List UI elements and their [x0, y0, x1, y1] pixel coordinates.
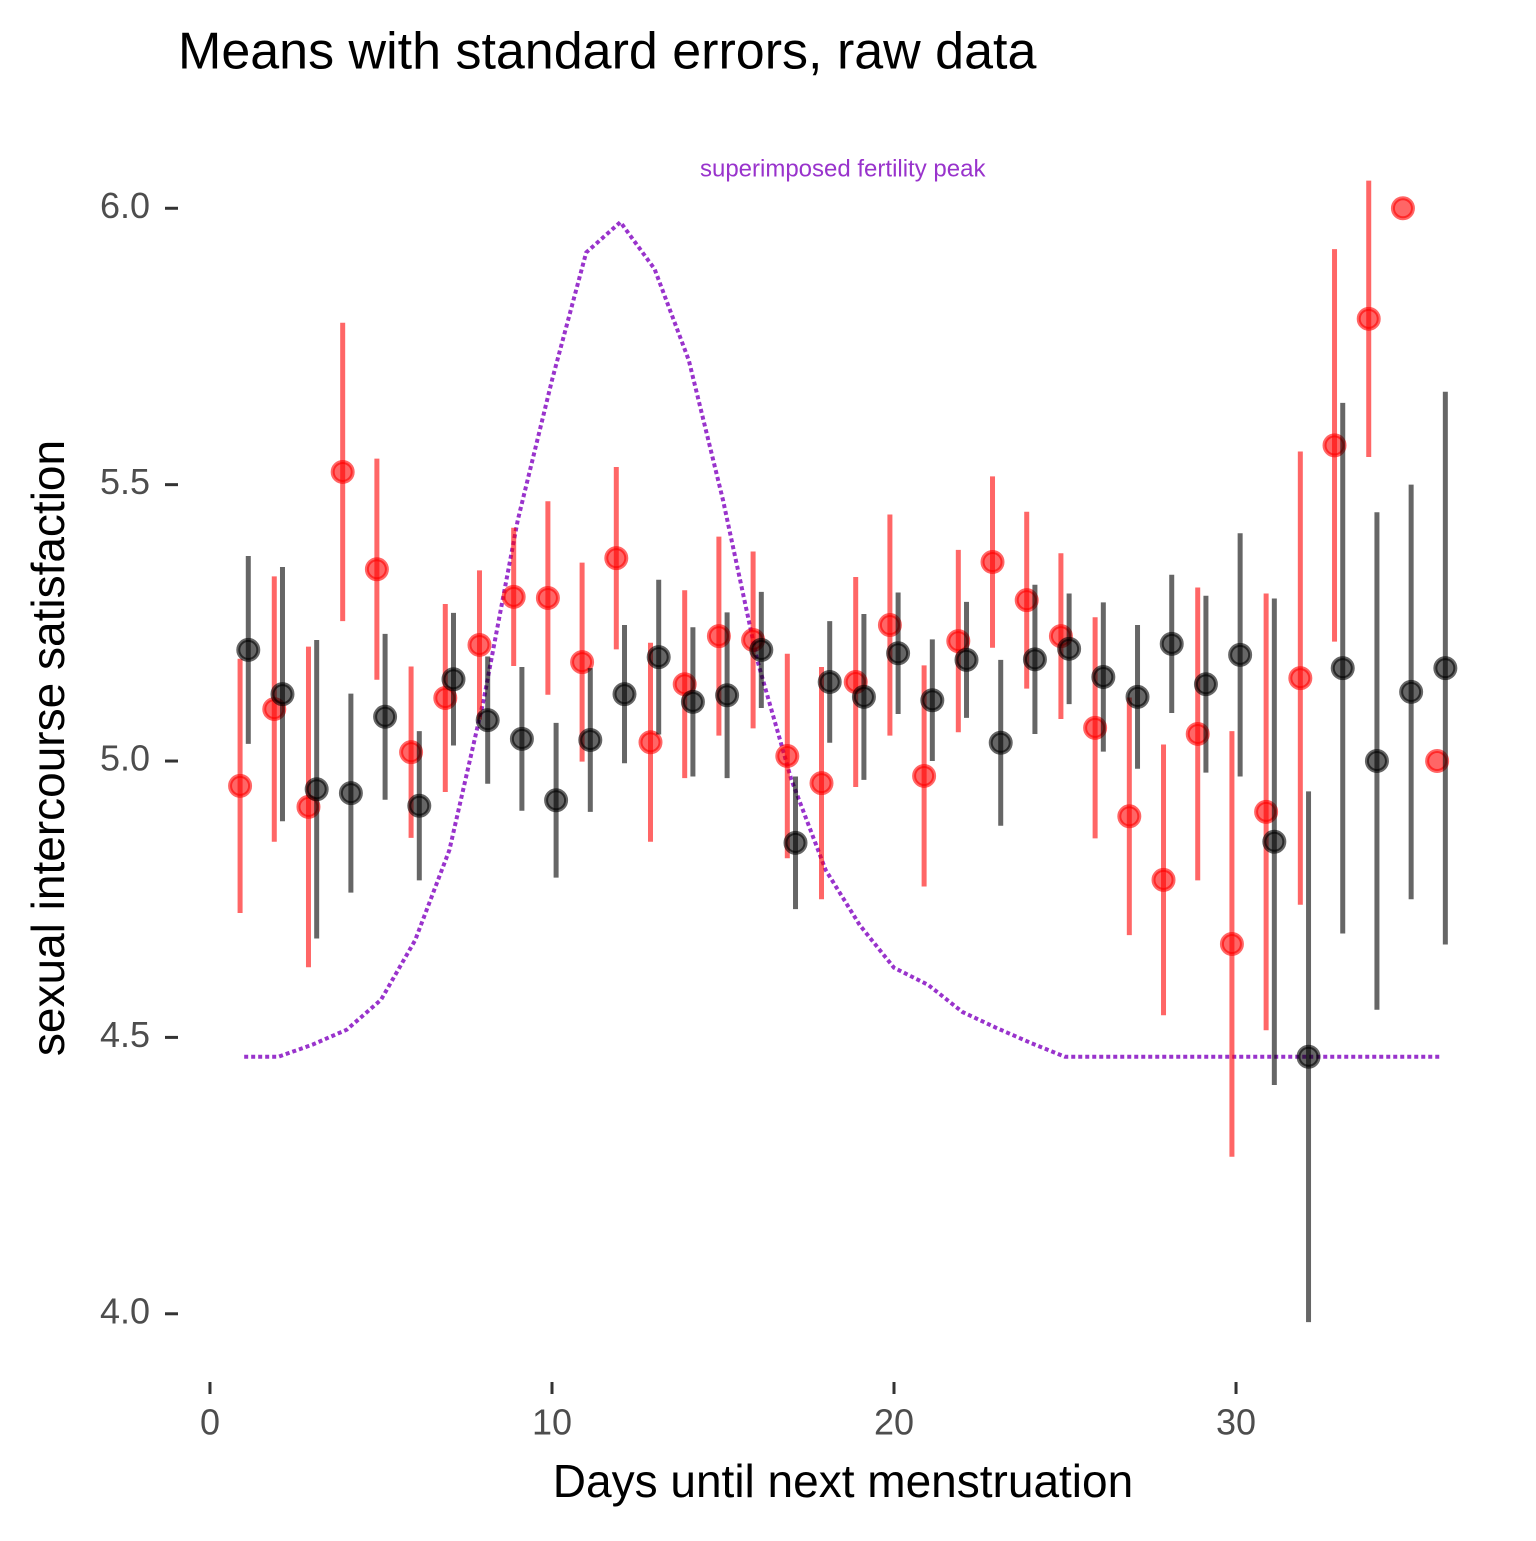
point [749, 637, 774, 662]
point [920, 688, 945, 713]
y-tick-label: 5.0 [100, 738, 150, 779]
point [1433, 656, 1458, 681]
point [1159, 631, 1184, 656]
fertility-line [244, 219, 1442, 1059]
point [228, 773, 253, 798]
x-tick-label: 20 [874, 1402, 914, 1443]
point [501, 584, 526, 609]
point [236, 637, 261, 662]
point [364, 557, 389, 582]
point [988, 730, 1013, 755]
point [578, 728, 603, 753]
point [1296, 1044, 1321, 1069]
annotation: superimposed fertility peak [700, 155, 986, 182]
y-axis-title: sexual intercourse satisfaction [22, 440, 74, 1056]
point [912, 763, 937, 788]
point [1390, 196, 1415, 221]
point [570, 650, 595, 675]
point [1356, 306, 1381, 331]
y-tick-label: 6.0 [100, 185, 150, 226]
x-tick-label: 0 [200, 1402, 220, 1443]
point [1330, 656, 1355, 681]
point [1151, 867, 1176, 892]
point [467, 632, 492, 657]
point [954, 647, 979, 672]
point [817, 669, 842, 694]
point [980, 550, 1005, 575]
point [1288, 666, 1313, 691]
point [715, 683, 740, 708]
point [851, 684, 876, 709]
point [535, 585, 560, 610]
point [1262, 829, 1287, 854]
point [775, 744, 800, 769]
point [604, 546, 629, 571]
point [1228, 642, 1253, 667]
point [407, 793, 432, 818]
point [330, 459, 355, 484]
x-tick-label: 10 [532, 1402, 572, 1443]
chart-title: Means with standard errors, raw data [178, 23, 1036, 81]
point [270, 682, 295, 707]
y-tick-label: 4.0 [100, 1290, 150, 1331]
point [1125, 684, 1150, 709]
point [809, 771, 834, 796]
point [338, 781, 363, 806]
point [1399, 679, 1424, 704]
point [441, 667, 466, 692]
point [475, 708, 500, 733]
point [509, 726, 534, 751]
point [373, 704, 398, 729]
point [886, 641, 911, 666]
point [1364, 749, 1389, 774]
x-tick-label: 30 [1216, 1402, 1256, 1443]
point [1193, 672, 1218, 697]
point [680, 689, 705, 714]
point [783, 830, 808, 855]
point [638, 730, 663, 755]
point [646, 645, 671, 670]
x-axis-title: Days until next menstruation [553, 1455, 1133, 1507]
point [1091, 665, 1116, 690]
point [1219, 931, 1244, 956]
y-tick-label: 4.5 [100, 1014, 150, 1055]
point [1022, 647, 1047, 672]
point [1117, 804, 1142, 829]
point [1057, 636, 1082, 661]
point [612, 682, 637, 707]
y-tick-label: 5.5 [100, 461, 150, 502]
point [544, 788, 569, 813]
point [304, 777, 329, 802]
